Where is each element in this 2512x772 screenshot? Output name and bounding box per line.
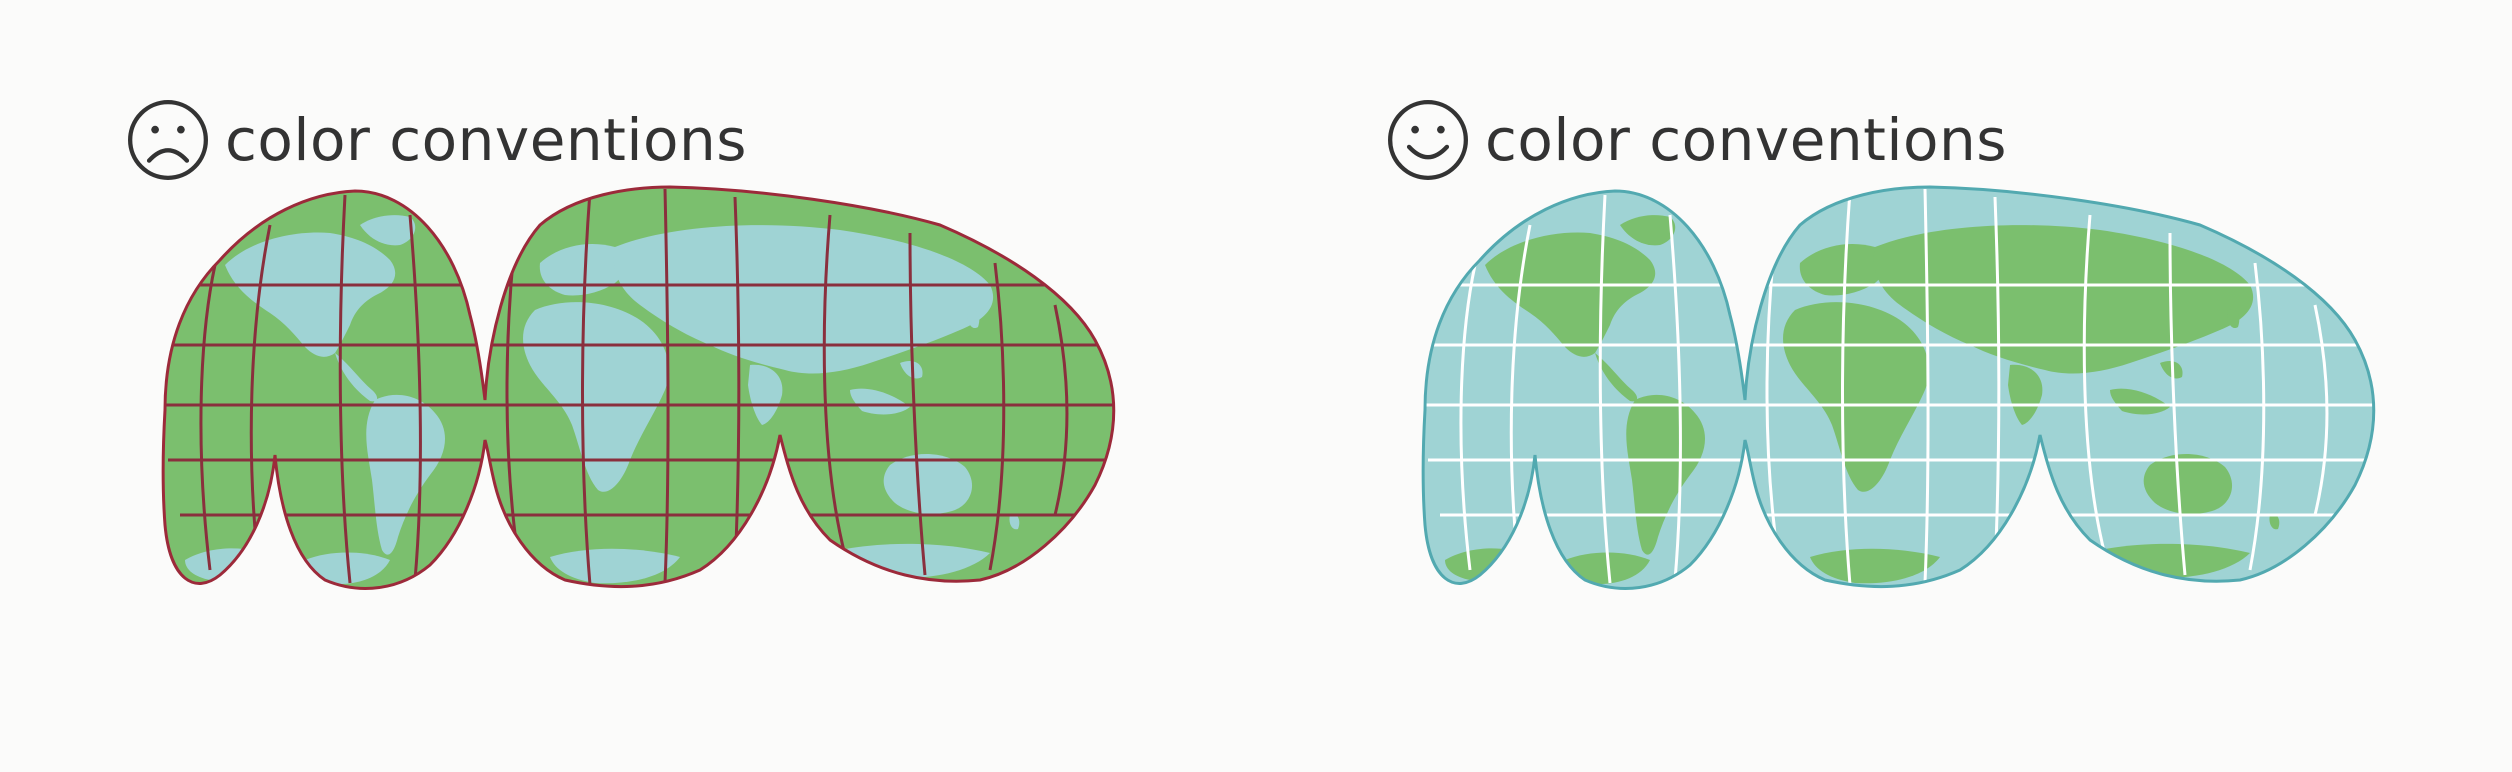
landmass (539, 243, 626, 296)
landmass (1783, 302, 1929, 492)
world-map-good (1421, 185, 2376, 590)
landmass (2269, 513, 2280, 530)
landmasses (1445, 215, 2280, 585)
graticule-meridian (733, 196, 741, 571)
graticule-meridian (1598, 194, 1612, 584)
landmasses (185, 215, 1020, 585)
landmass (1595, 353, 1638, 402)
graticule-meridian (338, 194, 352, 584)
landmass (550, 548, 680, 584)
landmass (2110, 388, 2170, 415)
graticule-meridian (1841, 190, 1852, 586)
graticule-meridian (2168, 232, 2187, 576)
caption-text-good: color conventions (1485, 106, 2007, 174)
graticule-meridian (1668, 214, 1682, 581)
landmass (225, 232, 396, 357)
graticule-meridian (2313, 304, 2329, 516)
graticule-meridian (408, 214, 422, 581)
graticule-meridian (505, 239, 522, 571)
sad-face-icon (128, 100, 208, 180)
graticule-meridian (2248, 262, 2266, 571)
graticule-meridian (199, 264, 217, 571)
landmass (1799, 243, 1886, 296)
landmass (1873, 225, 2254, 374)
landmass (335, 353, 378, 402)
graticule-meridian (581, 190, 592, 586)
graticule-meridian (988, 262, 1006, 571)
landmass (360, 215, 416, 246)
landmass (523, 302, 669, 492)
graticule-meridian (822, 214, 847, 556)
graticule (165, 188, 1114, 586)
graticule-meridian (1993, 196, 2001, 571)
landmass (2008, 364, 2043, 425)
landmass (2227, 309, 2240, 329)
graticule-meridian (1459, 264, 1477, 571)
landmass (1810, 548, 1940, 584)
landmass (1009, 513, 1020, 530)
graticule-meridian (1053, 304, 1069, 516)
map-outline (161, 185, 1116, 590)
world-map-bad (161, 185, 1116, 590)
caption-text-bad: color conventions (225, 106, 747, 174)
landmass (850, 388, 910, 415)
map-outline (1421, 185, 2376, 590)
caption-good: color conventions (1385, 95, 2007, 185)
landmass (1620, 215, 1676, 246)
landmass (967, 309, 980, 329)
graticule-meridian (908, 232, 927, 576)
landmass (2143, 453, 2233, 515)
graticule-meridian (1923, 188, 1930, 584)
graticule-meridian (1765, 239, 1782, 571)
landmass (613, 225, 994, 374)
panel-good-colors: color conventions (1370, 0, 2512, 772)
landmass (883, 453, 973, 515)
graticule (1425, 188, 2374, 586)
graticule-meridian (2082, 214, 2107, 556)
graticule-meridian (663, 188, 670, 584)
caption-bad: color conventions (125, 95, 747, 185)
panel-bad-colors: color conventions (110, 0, 1290, 772)
smiley-face-icon (1388, 100, 1468, 180)
landmass (748, 364, 783, 425)
landmass (1485, 232, 1656, 357)
